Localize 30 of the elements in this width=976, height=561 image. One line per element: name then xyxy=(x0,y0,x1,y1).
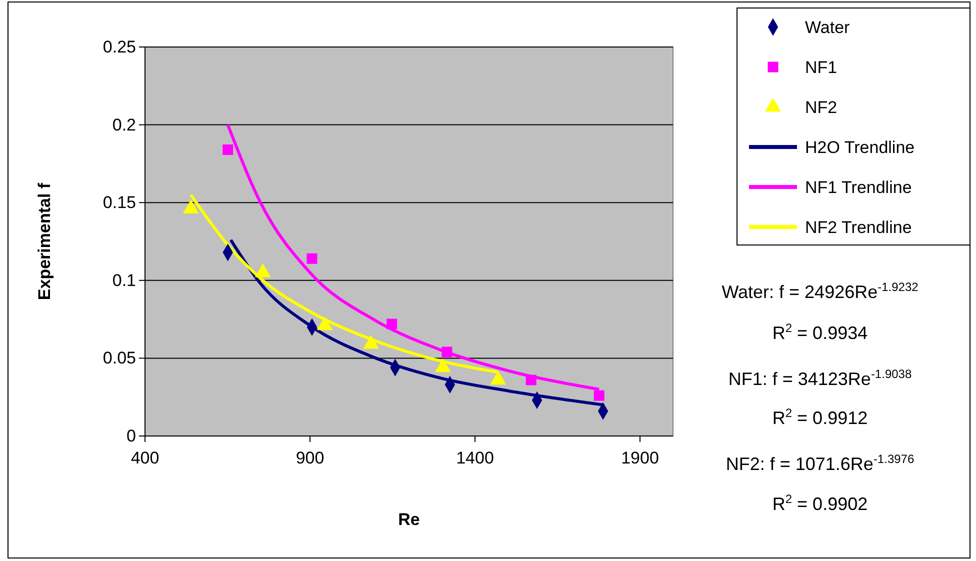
x-tick-label: 1900 xyxy=(621,448,659,468)
y-tick-label: 0.1 xyxy=(112,270,136,290)
y-axis-title: Experimental f xyxy=(35,182,54,300)
y-tick-label: 0.15 xyxy=(102,193,136,212)
text: NF2: f = 1071.6Re$^{-1.3976}$ xyxy=(726,452,914,474)
point xyxy=(526,374,536,386)
legend-label: NF1 Trendline xyxy=(805,178,912,197)
legend-label: H2O Trendline xyxy=(805,138,915,157)
point xyxy=(442,346,452,358)
x-axis-title: Re xyxy=(398,510,420,529)
text: R$^{2}$ = 0.9912 xyxy=(772,406,868,428)
legend-label: NF2 Trendline xyxy=(805,218,912,237)
x-tick-label: 400 xyxy=(130,448,160,468)
x-tick-label: 1400 xyxy=(456,448,494,468)
point xyxy=(222,144,234,155)
text: R$^{2}$ = 0.9902 xyxy=(772,492,868,514)
text: R$^{2}$ = 0.9934 xyxy=(772,321,868,343)
y-tick-label: 0.2 xyxy=(112,115,136,134)
text: Water: f = 24926Re$^{-1.9232}$ xyxy=(722,280,919,302)
legend-label: NF2 xyxy=(805,98,838,117)
y-tick-label: 0.05 xyxy=(102,348,136,368)
text: NF1: f = 34123Re$^{-1.9038}$ xyxy=(728,367,912,389)
legend-label: Water xyxy=(805,18,850,37)
y-tick-label: 0.25 xyxy=(102,37,136,56)
x-tick-label: 900 xyxy=(296,448,324,468)
y-tick-label: 0 xyxy=(126,426,136,446)
point xyxy=(306,253,318,264)
point xyxy=(594,390,604,401)
point xyxy=(386,318,398,330)
legend-label: NF1 xyxy=(805,58,838,77)
